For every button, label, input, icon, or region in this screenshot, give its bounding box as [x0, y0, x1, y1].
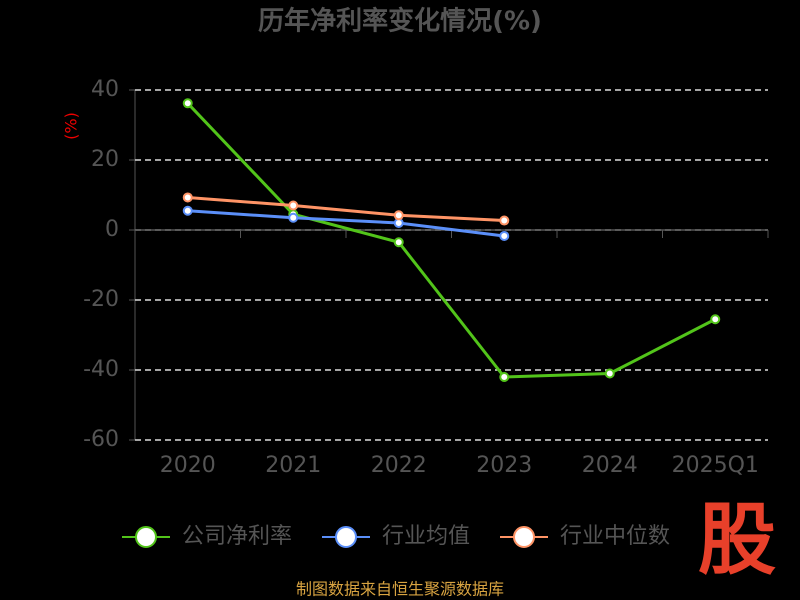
legend-marker — [513, 526, 535, 548]
x-tick-label: 2024 — [582, 453, 638, 478]
x-tick-label: 2022 — [371, 453, 427, 478]
logo: 股 — [698, 495, 776, 585]
data-point — [393, 210, 404, 221]
legend-marker — [135, 526, 157, 548]
data-point — [182, 205, 193, 216]
legend-label: 行业中位数 — [560, 524, 670, 549]
y-tick-label: -60 — [83, 427, 119, 452]
y-tick-label: -20 — [83, 287, 119, 312]
y-axis-label: (%) — [62, 112, 81, 140]
y-tick-label: 20 — [91, 147, 119, 172]
data-point — [393, 237, 404, 248]
chart-title: 历年净利率变化情况(%) — [258, 6, 542, 37]
data-point — [710, 314, 721, 325]
source-note: 制图数据来自恒生聚源数据库 — [296, 580, 504, 599]
data-point — [604, 368, 615, 379]
data-point — [499, 230, 510, 241]
y-tick-label: -40 — [83, 357, 119, 382]
data-point — [182, 98, 193, 109]
legend-label: 行业均值 — [382, 524, 470, 549]
data-point — [499, 372, 510, 382]
data-point — [288, 200, 299, 211]
legend-marker — [335, 526, 357, 548]
x-tick-label: 2025Q1 — [672, 453, 759, 478]
x-tick-label: 2021 — [265, 453, 321, 478]
series-line — [187, 209, 505, 238]
x-tick-label: 2023 — [476, 453, 532, 478]
y-tick-label: 0 — [105, 217, 119, 242]
series-line — [186, 102, 716, 379]
data-point — [288, 212, 299, 223]
x-tick-label: 2020 — [160, 453, 216, 478]
series-line — [187, 195, 505, 223]
legend-label: 公司净利率 — [182, 524, 292, 549]
data-point — [499, 215, 510, 226]
data-point — [182, 192, 193, 203]
y-tick-label: 40 — [91, 77, 119, 102]
